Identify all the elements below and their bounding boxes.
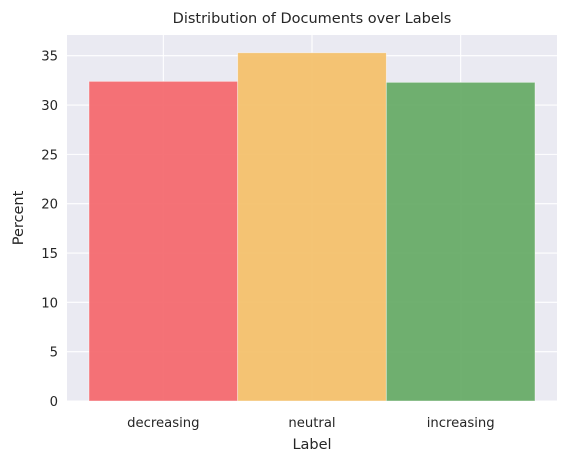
bar-decreasing [89, 81, 238, 401]
x-tick-label: neutral [288, 416, 335, 431]
y-tick-label: 5 [50, 346, 58, 361]
y-tick-label: 25 [41, 148, 58, 163]
y-tick-label: 20 [41, 198, 58, 213]
x-axis-label: Label [292, 437, 331, 453]
x-tick-label: decreasing [127, 416, 199, 431]
y-tick-label: 30 [41, 99, 58, 114]
x-axis-ticks: decreasing neutral increasing [127, 416, 494, 431]
y-tick-label: 10 [41, 296, 58, 311]
x-tick-label: increasing [427, 416, 495, 431]
bar-increasing [386, 82, 535, 401]
y-axis-label: Percent [11, 190, 27, 245]
bars [89, 53, 535, 401]
bar-neutral [238, 53, 387, 401]
y-tick-label: 15 [41, 247, 58, 262]
y-tick-label: 35 [41, 50, 58, 65]
y-tick-label: 0 [50, 395, 58, 410]
y-axis-ticks: 0 5 10 15 20 25 30 35 [41, 50, 58, 410]
chart-title: Distribution of Documents over Labels [173, 11, 452, 27]
